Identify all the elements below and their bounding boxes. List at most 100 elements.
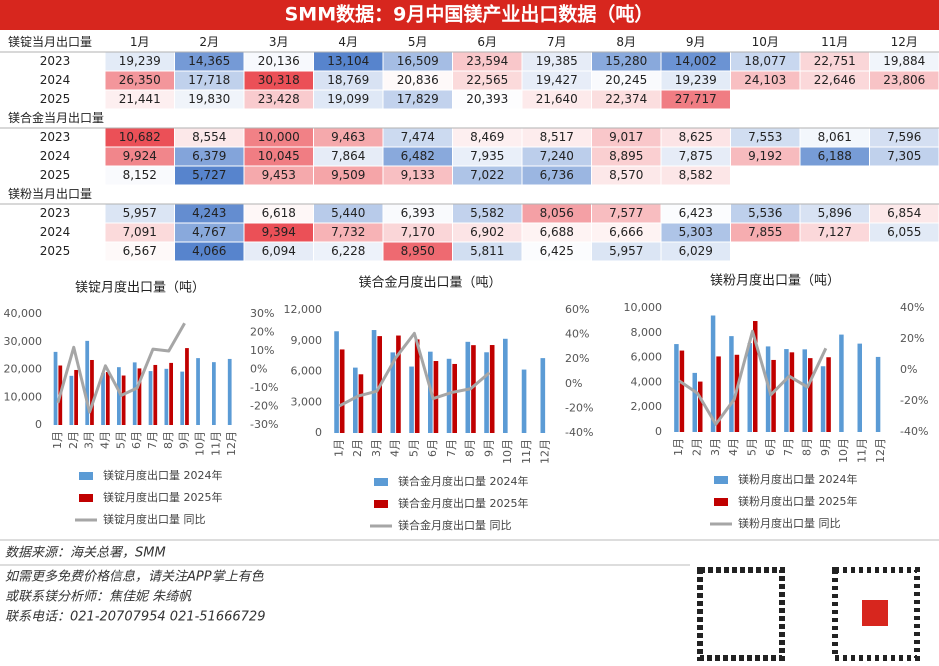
heat-cell [731,128,800,147]
bar [489,345,495,433]
cell-value: 7,855 [748,225,782,239]
heat-cell [800,147,869,166]
bar [826,357,831,432]
bar [121,375,126,425]
cell-value: 8,061 [818,130,852,144]
cell-value: 22,751 [814,54,856,68]
heat-cell [314,242,383,261]
cell-value: 27,717 [675,92,717,106]
bar [698,381,703,432]
bar [808,358,813,432]
y2-tick-label: -20% [565,401,593,414]
y-tick-label: 20,000 [4,363,43,376]
heat-cell [800,71,869,90]
cell-value: 8,152 [123,168,157,182]
cell-value: 20,836 [397,73,439,87]
cell-value: 18,769 [327,73,369,87]
legend-swatch [374,478,388,486]
cell-value: 9,017 [609,130,643,144]
heat-cell [244,147,313,166]
year-label: 2025 [40,244,71,258]
legend-label: 镁锭月度出口量 同比 [103,512,206,526]
y-tick-label: 0 [655,425,662,438]
cell-value: 20,245 [605,73,647,87]
bar [137,368,142,425]
x-tick-label: 10月 [501,439,514,464]
x-tick-label: 5月 [407,439,420,457]
bar [446,358,452,433]
cell-value: 19,830 [188,92,230,106]
bar [339,349,345,433]
cell-value: 19,099 [327,92,369,106]
y2-tick-label: 0% [900,363,917,376]
bar [692,372,697,432]
cell-value: 9,133 [401,168,435,182]
x-tick-label: 9月 [482,439,495,457]
bar [396,335,401,433]
cell-value: 19,239 [675,73,717,87]
y2-tick-label: 30% [250,307,274,320]
x-tick-label: 9月 [178,431,191,449]
heat-cell [800,204,869,223]
cell-value: 21,441 [119,92,161,106]
heat-cell [105,204,174,223]
legend-label: 镁粉月度出口量 同比 [738,516,841,530]
cell-value: 30,318 [258,73,300,87]
cell-value: 6,423 [679,206,713,220]
heat-cell [870,128,939,147]
section-label: 镁锭当月出口量 [8,35,92,49]
cell-value: 9,394 [262,225,296,239]
heat-cell [592,166,661,185]
cell-value: 5,957 [609,244,643,258]
x-tick-label: 12月 [874,438,887,463]
heat-cell [314,90,383,109]
section-label: 镁粉当月出口量 [8,187,92,201]
cell-value: 6,228 [331,244,365,258]
bar [358,374,364,433]
y-tick-label: 10,000 [624,301,663,314]
cell-value: 6,379 [192,149,226,163]
heat-cell [522,71,591,90]
heat-cell [661,52,730,71]
legend-swatch [714,498,728,506]
cell-value: 6,736 [540,168,574,182]
heat-cell [731,204,800,223]
cell-value: 20,136 [258,54,300,68]
cell-value: 7,240 [540,149,574,163]
heat-cell [661,128,730,147]
legend-swatch [79,472,93,480]
chart-title: 镁锭月度出口量（吨） [75,280,205,296]
x-tick-label: 4月 [389,439,402,457]
y-tick-label: 9,000 [291,334,323,347]
x-tick-label: 1月 [51,431,64,449]
cell-value: 7,553 [748,130,782,144]
month-header: 3月 [269,35,289,49]
cell-value: 6,567 [123,244,157,258]
heat-cell [244,166,313,185]
bar [90,359,94,425]
bar [471,345,476,433]
cell-value: 8,469 [470,130,504,144]
year-label: 2023 [40,130,71,144]
y-tick-label: 6,000 [631,351,663,364]
y2-tick-label: 20% [250,326,274,339]
cell-value: 8,895 [609,149,643,163]
heat-cell [453,128,522,147]
heat-cell [661,223,730,242]
cell-value: 6,425 [540,244,574,258]
cell-value: 16,509 [397,54,439,68]
x-tick-label: 8月 [464,439,477,457]
cell-value: 23,806 [883,73,925,87]
bar [390,352,396,433]
heat-cell [800,52,869,71]
month-header: 10月 [752,35,779,49]
heat-cell [661,90,730,109]
heat-cell [731,147,800,166]
month-header: 1月 [130,35,150,49]
cell-value: 23,428 [258,92,300,106]
cell-value: 21,640 [536,92,578,106]
cell-value: 5,896 [818,206,852,220]
cell-value: 10,045 [258,149,300,163]
bar [503,338,508,433]
bar [771,359,776,432]
